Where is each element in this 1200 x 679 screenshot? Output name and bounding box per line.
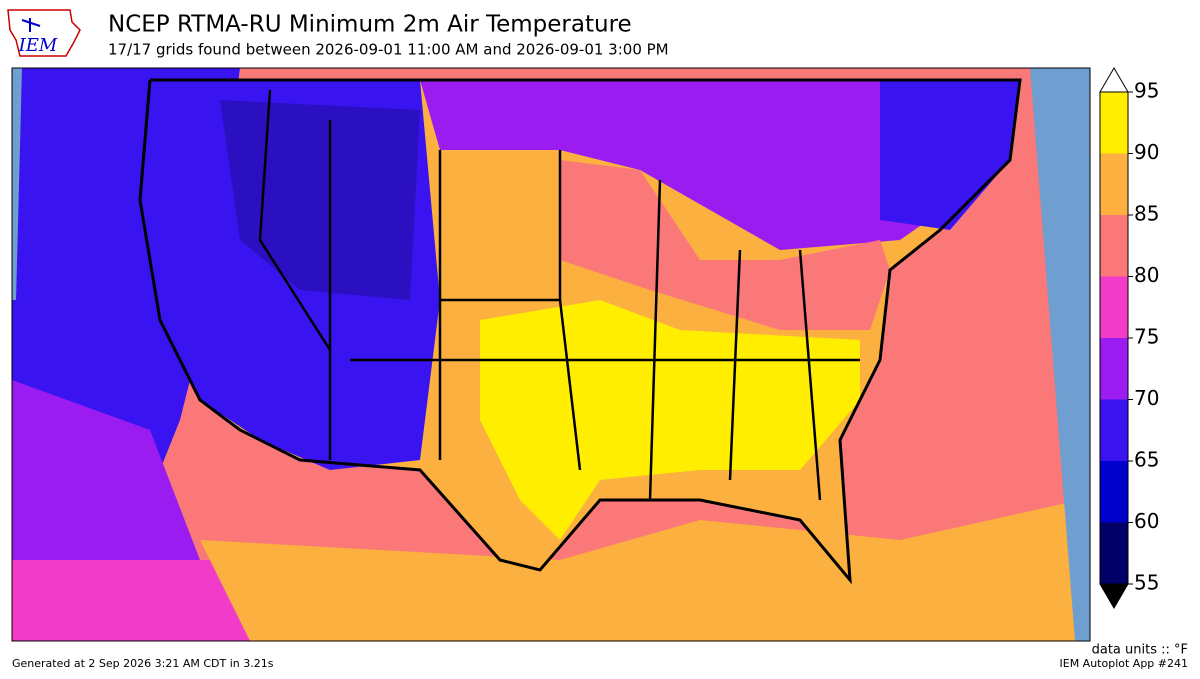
colorbar: 55 60 65 70 75 80 85 90 95 bbox=[1099, 67, 1159, 609]
units-label: data units :: °F bbox=[1092, 643, 1188, 658]
colorbar-segment bbox=[1100, 276, 1128, 338]
generated-note: Generated at 2 Sep 2026 3:21 AM CDT in 3… bbox=[12, 657, 274, 670]
map-frame bbox=[11, 67, 1091, 642]
title: NCEP RTMA-RU Minimum 2m Air Temperature bbox=[108, 12, 632, 38]
logo: IEM bbox=[7, 9, 81, 57]
app-note: IEM Autoplot App #241 bbox=[1060, 657, 1189, 670]
subtitle: 17/17 grids found between 2026-09-01 11:… bbox=[108, 41, 669, 59]
colorbar-tick-label: 85 bbox=[1134, 202, 1159, 226]
colorbar-over bbox=[1099, 67, 1129, 93]
colorbar-tick-label: 65 bbox=[1134, 448, 1159, 472]
colorbar-tick-label: 70 bbox=[1134, 386, 1159, 410]
colorbar-segment bbox=[1100, 338, 1128, 400]
colorbar-segment bbox=[1100, 522, 1128, 584]
logo-text: IEM bbox=[18, 35, 58, 56]
colorbar-segment bbox=[1100, 92, 1128, 154]
colorbar-tick-label: 95 bbox=[1134, 79, 1159, 103]
colorbar-tick-label: 60 bbox=[1134, 509, 1159, 533]
map bbox=[12, 68, 1090, 641]
colorbar-tick-label: 90 bbox=[1134, 140, 1159, 164]
colorbar-segment bbox=[1100, 461, 1128, 523]
colorbar-tick-label: 55 bbox=[1134, 571, 1159, 595]
colorbar-under bbox=[1099, 583, 1129, 609]
colorbar-segment bbox=[1100, 153, 1128, 215]
colorbar-segment bbox=[1100, 215, 1128, 277]
colorbar-tick-label: 75 bbox=[1134, 325, 1159, 349]
colorbar-segment bbox=[1100, 399, 1128, 461]
colorbar-tick-label: 80 bbox=[1134, 263, 1159, 287]
